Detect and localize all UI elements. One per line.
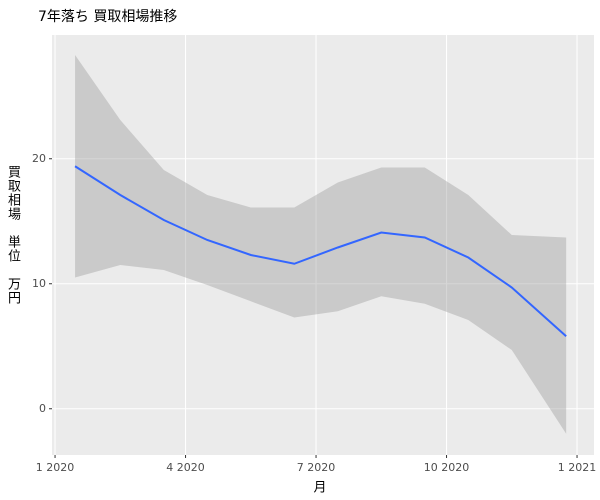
y-tick-label: 0 [39,402,46,415]
x-axis-title: 月 [313,481,326,496]
panel [52,35,594,455]
confidence-band [75,55,567,434]
y-tick-label: 10 [32,277,46,290]
x-tick-label: 1 2020 [36,461,75,474]
y-axis-title: 買取相場 単位 万円 [5,165,20,305]
x-tick-label: 1 2021 [558,461,597,474]
smooth-line [74,165,567,337]
chart-title: 7年落ち 買取相場推移 [38,9,177,25]
x-tick-label: 10 2020 [424,461,470,474]
x-tick-label: 4 2020 [166,461,205,474]
x-tick-label: 7 2020 [297,461,336,474]
y-tick-label: 20 [32,152,46,165]
